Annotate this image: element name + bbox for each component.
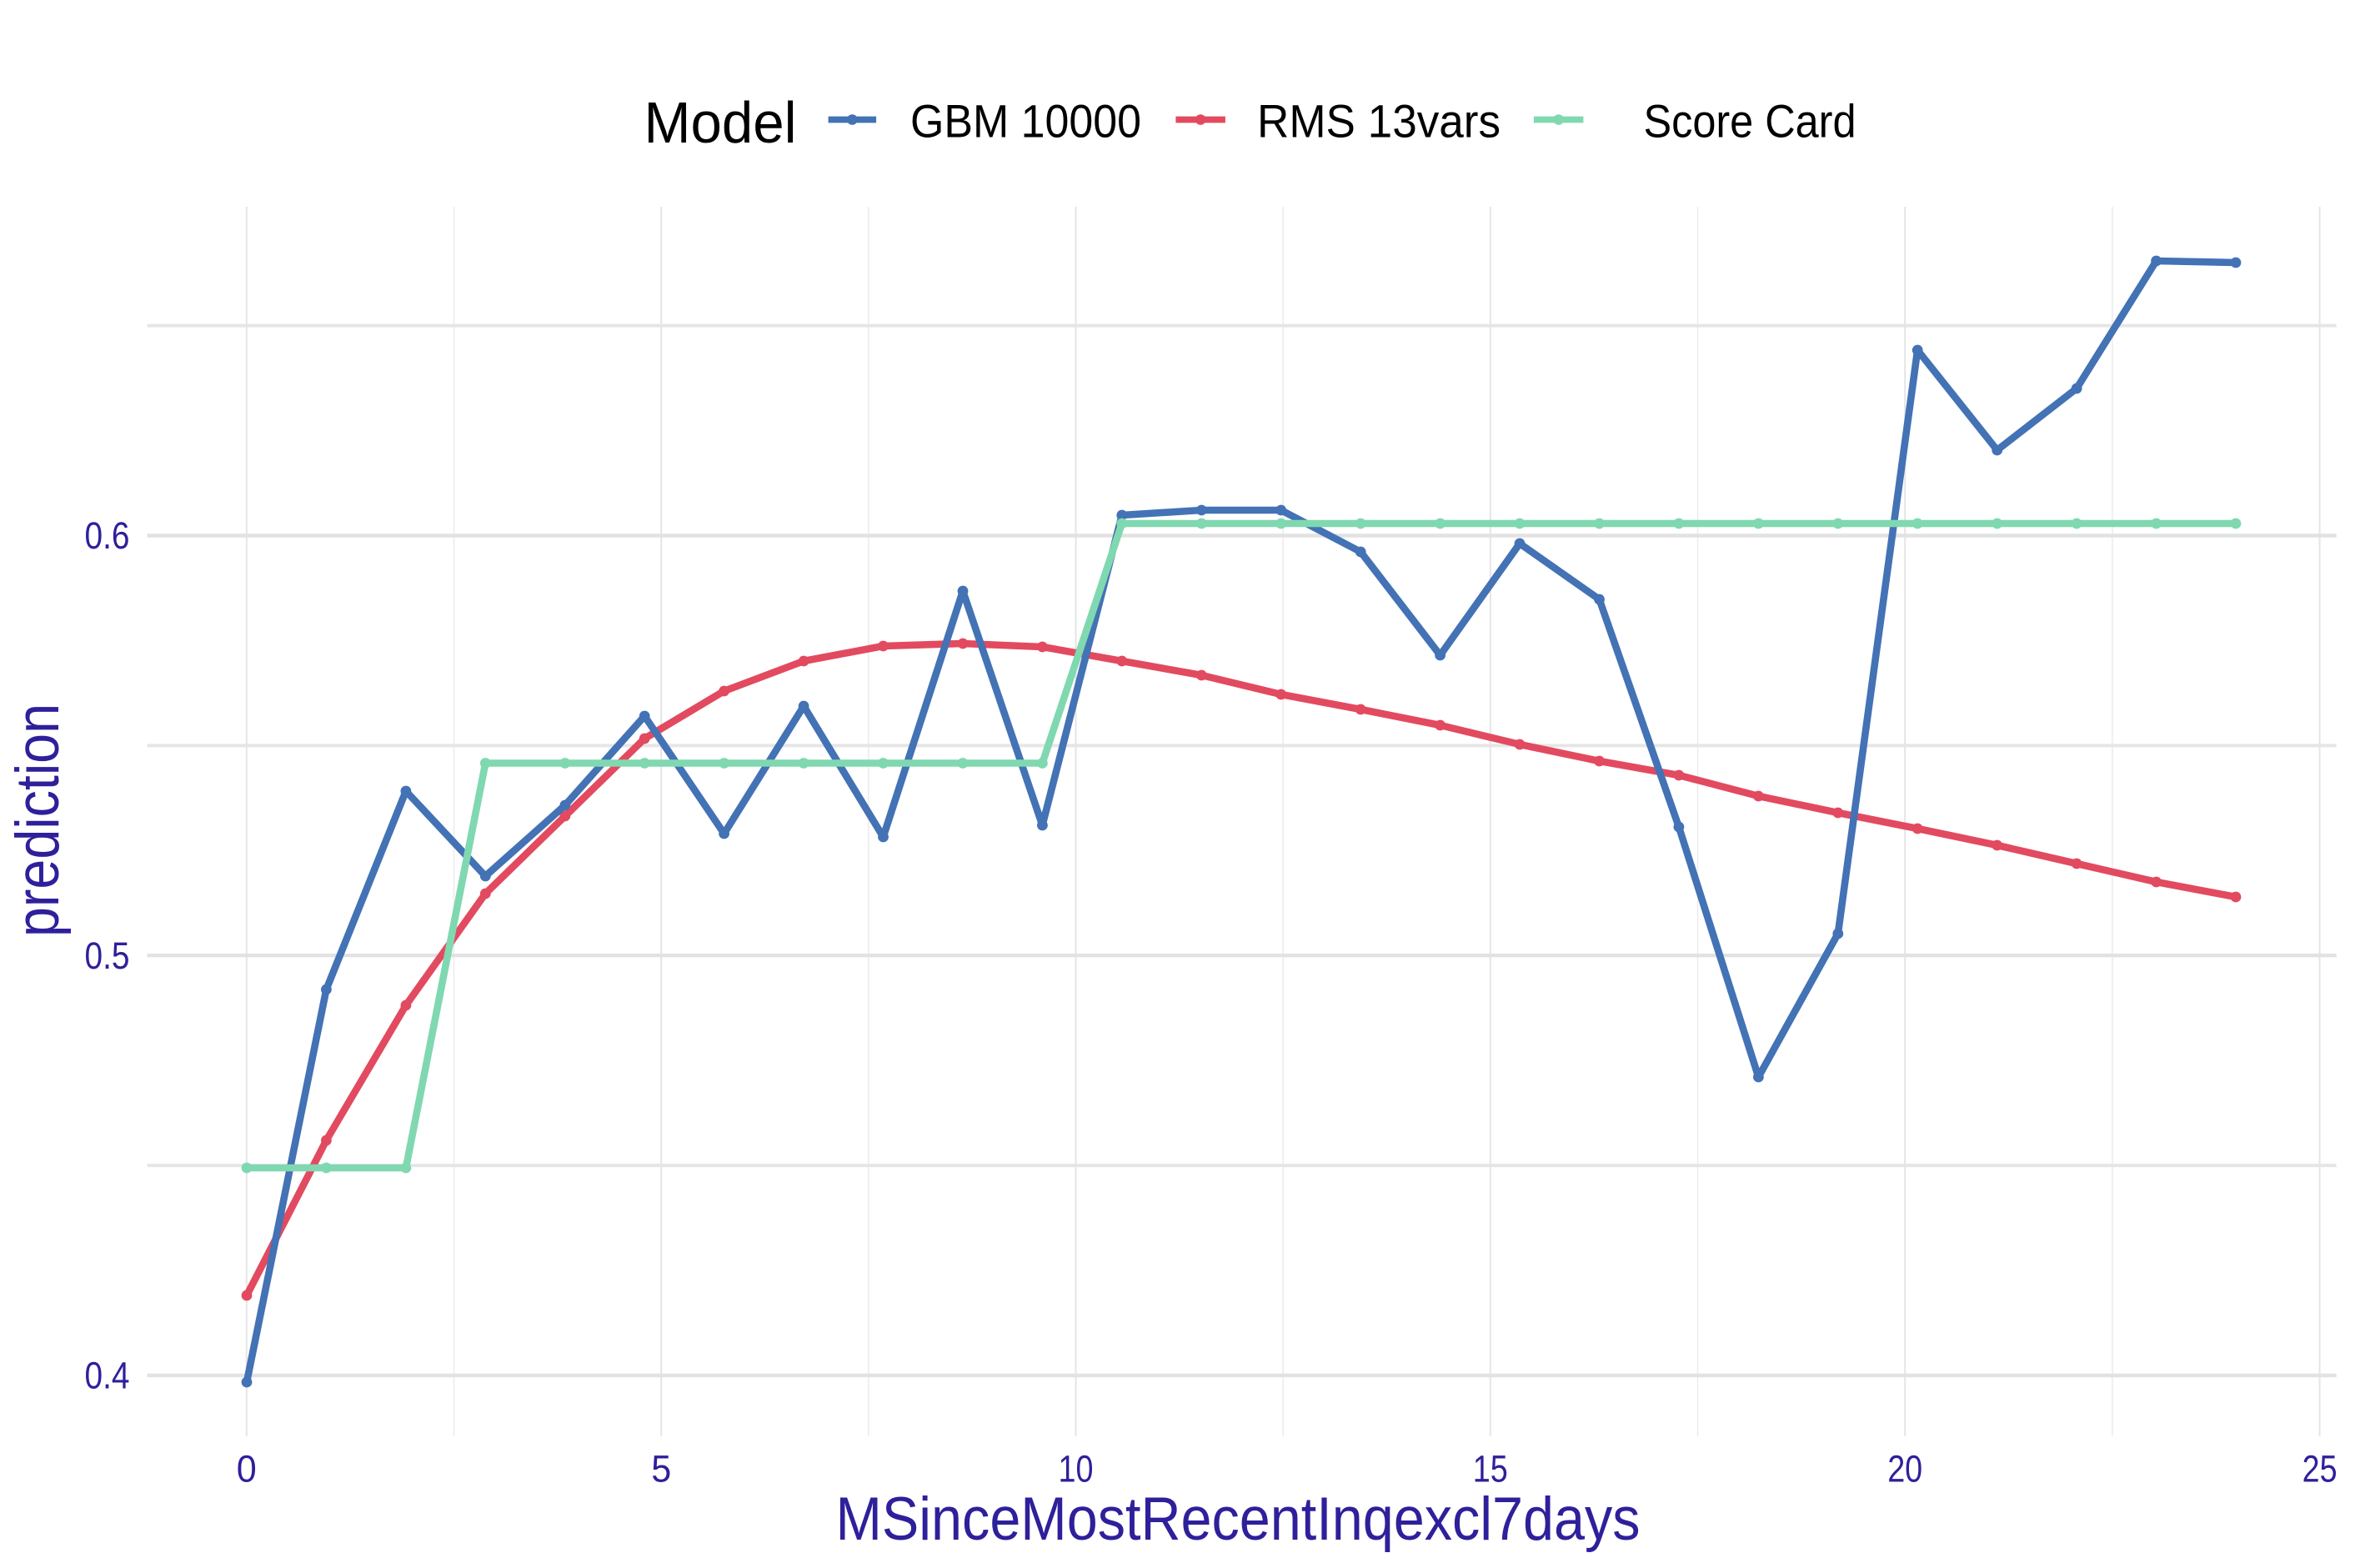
svg-text:5: 5	[651, 1448, 671, 1490]
svg-text:prediction: prediction	[4, 704, 72, 937]
svg-text:0: 0	[237, 1448, 257, 1490]
svg-text:10: 10	[1059, 1448, 1094, 1490]
svg-text:MSinceMostRecentInqexcl7days: MSinceMostRecentInqexcl7days	[836, 1485, 1641, 1553]
svg-text:RMS 13vars: RMS 13vars	[1257, 95, 1501, 148]
svg-text:0.4: 0.4	[85, 1355, 130, 1397]
svg-text:GBM 10000: GBM 10000	[910, 95, 1141, 148]
svg-text:Model: Model	[644, 90, 797, 155]
svg-text:25: 25	[2302, 1448, 2337, 1490]
svg-text:0.5: 0.5	[85, 934, 130, 977]
svg-text:20: 20	[1887, 1448, 1922, 1490]
svg-text:0.6: 0.6	[85, 514, 130, 557]
svg-text:Score Card: Score Card	[1644, 95, 1856, 148]
svg-text:15: 15	[1473, 1448, 1508, 1490]
